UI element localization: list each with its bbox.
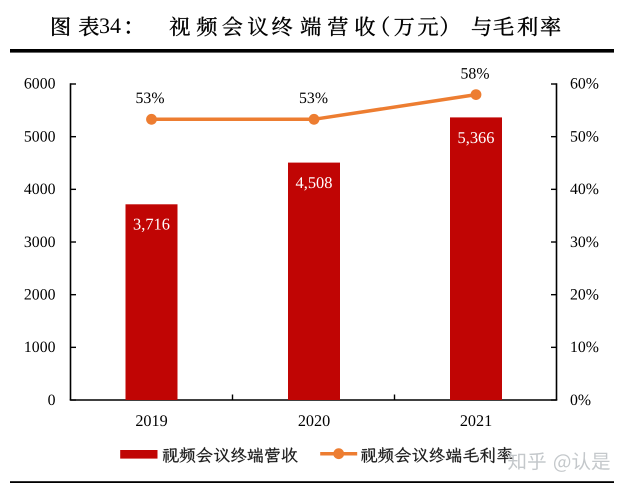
svg-text:2000: 2000 — [24, 286, 56, 303]
svg-text:1000: 1000 — [24, 339, 56, 356]
svg-text:2021: 2021 — [460, 412, 492, 430]
svg-text:34: 34 — [99, 13, 121, 38]
svg-text:30%: 30% — [570, 234, 599, 251]
svg-text:58%: 58% — [461, 65, 490, 82]
svg-text:53%: 53% — [136, 90, 165, 107]
svg-text:0: 0 — [48, 392, 56, 409]
svg-text:20%: 20% — [570, 286, 599, 303]
svg-text:3000: 3000 — [24, 234, 56, 251]
svg-text:2019: 2019 — [135, 412, 167, 430]
svg-text:10%: 10% — [570, 339, 599, 356]
svg-text:5,366: 5,366 — [458, 128, 495, 147]
svg-text:2020: 2020 — [298, 412, 330, 430]
svg-text:0%: 0% — [570, 392, 591, 409]
svg-text:4,508: 4,508 — [296, 173, 333, 192]
svg-text:3,716: 3,716 — [133, 215, 170, 234]
svg-text:50%: 50% — [570, 128, 599, 145]
svg-text:53%: 53% — [299, 90, 328, 107]
svg-text:5000: 5000 — [24, 128, 56, 145]
svg-text:60%: 60% — [570, 76, 599, 93]
svg-text:6000: 6000 — [24, 76, 56, 93]
svg-text:40%: 40% — [570, 181, 599, 198]
svg-text:4000: 4000 — [24, 181, 56, 198]
